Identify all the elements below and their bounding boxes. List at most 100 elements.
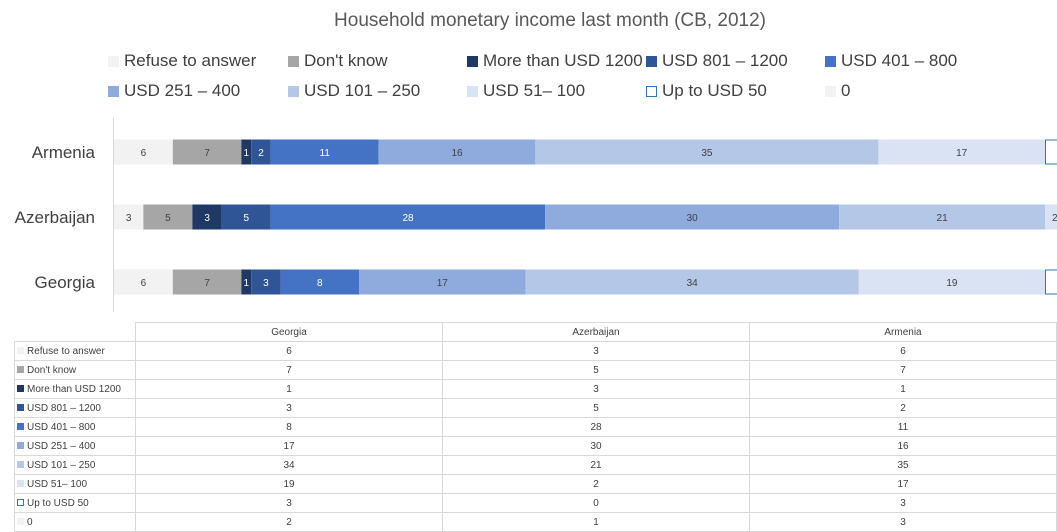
table-cell: 6 <box>136 342 443 361</box>
table-cell: 3 <box>443 380 750 399</box>
table-row-label: More than USD 1200 <box>27 384 121 395</box>
legend-key-swatch <box>17 423 24 430</box>
table-row-header: Don't know <box>15 361 136 380</box>
table-cell: 2 <box>443 475 750 494</box>
data-label-azerbaijan-more-than-usd-1200: 3 <box>204 213 210 224</box>
table-row-header: Up to USD 50 <box>15 494 136 513</box>
legend-key-swatch <box>17 499 24 506</box>
table-cell: 3 <box>443 342 750 361</box>
table-row-header: USD 251 – 400 <box>15 437 136 456</box>
table-cell: 1 <box>443 513 750 532</box>
legend-key-swatch <box>17 404 24 411</box>
data-label-georgia-don-t-know: 7 <box>204 278 210 289</box>
table-cell: 8 <box>136 418 443 437</box>
table-row-header: USD 101 – 250 <box>15 456 136 475</box>
table-cell: 30 <box>443 437 750 456</box>
table-cell: 11 <box>750 418 1057 437</box>
table-cell: 5 <box>443 361 750 380</box>
table-row-header: Refuse to answer <box>15 342 136 361</box>
data-label-armenia-usd-801-1200: 2 <box>258 148 264 159</box>
legend-key-swatch <box>17 461 24 468</box>
table-column-header-azerbaijan: Azerbaijan <box>443 323 750 342</box>
data-label-georgia-usd-251-400: 17 <box>437 278 449 289</box>
category-label-armenia: Armenia <box>32 143 96 162</box>
table-row-label: Up to USD 50 <box>27 498 89 509</box>
legend-key-swatch <box>17 518 24 525</box>
table-row-label: USD 101 – 250 <box>27 460 95 471</box>
data-label-azerbaijan-usd-251-400: 30 <box>687 213 699 224</box>
table-cell: 3 <box>750 494 1057 513</box>
table-cell: 3 <box>136 399 443 418</box>
data-label-azerbaijan-don-t-know: 5 <box>165 213 171 224</box>
data-label-armenia-usd-101-250: 35 <box>701 148 713 159</box>
data-label-georgia-usd-801-1200: 3 <box>263 278 269 289</box>
data-label-georgia-refuse-to-answer: 6 <box>141 278 147 289</box>
table-cell: 2 <box>136 513 443 532</box>
table-row-label: 0 <box>27 517 33 528</box>
table-row-header: USD 801 – 1200 <box>15 399 136 418</box>
table-cell: 17 <box>136 437 443 456</box>
data-label-armenia-usd-51-100: 17 <box>956 148 968 159</box>
legend-key-swatch <box>17 480 24 487</box>
legend-key-swatch <box>17 442 24 449</box>
data-label-armenia-usd-401-800: 11 <box>320 148 331 159</box>
category-label-georgia: Georgia <box>35 273 96 292</box>
table-cell: 6 <box>750 342 1057 361</box>
data-label-armenia-more-than-usd-1200: 1 <box>244 148 250 159</box>
table-row-header: 0 <box>15 513 136 532</box>
table-cell: 1 <box>750 380 1057 399</box>
table-cell: 0 <box>443 494 750 513</box>
table-cell: 17 <box>750 475 1057 494</box>
table-row-header: USD 51– 100 <box>15 475 136 494</box>
data-label-georgia-usd-401-800: 8 <box>317 278 323 289</box>
table-cell: 28 <box>443 418 750 437</box>
data-label-georgia-usd-101-250: 34 <box>687 278 699 289</box>
table-row-label: USD 401 – 800 <box>27 422 95 433</box>
table-cell: 21 <box>443 456 750 475</box>
table-cell: 35 <box>750 456 1057 475</box>
table-corner <box>15 323 136 342</box>
data-label-armenia-refuse-to-answer: 6 <box>141 148 147 159</box>
table-cell: 1 <box>136 380 443 399</box>
category-label-azerbaijan: Azerbaijan <box>15 208 95 227</box>
data-label-azerbaijan-usd-401-800: 28 <box>402 213 414 224</box>
table-row-header: USD 401 – 800 <box>15 418 136 437</box>
data-label-armenia-usd-251-400: 16 <box>451 148 463 159</box>
table-cell: 5 <box>443 399 750 418</box>
table-cell: 3 <box>136 494 443 513</box>
data-label-azerbaijan-usd-51-100: 2 <box>1052 213 1057 224</box>
legend-key-swatch <box>17 385 24 392</box>
table-cell: 3 <box>750 513 1057 532</box>
table-cell: 16 <box>750 437 1057 456</box>
legend-key-swatch <box>17 366 24 373</box>
table-row-label: USD 51– 100 <box>27 479 87 490</box>
data-label-azerbaijan-usd-801-1200: 5 <box>244 213 250 224</box>
table-cell: 34 <box>136 456 443 475</box>
data-label-armenia-don-t-know: 7 <box>204 148 210 159</box>
data-label-georgia-more-than-usd-1200: 1 <box>244 278 250 289</box>
table-row-label: Don't know <box>27 365 76 376</box>
bar-chart-plot: 671211163517333535283021216713817341932 … <box>0 0 1057 320</box>
data-label-georgia-usd-51-100: 19 <box>946 278 958 289</box>
table-row-header: More than USD 1200 <box>15 380 136 399</box>
legend-key-swatch <box>17 347 24 354</box>
table-row-label: Refuse to answer <box>27 346 105 357</box>
table-cell: 2 <box>750 399 1057 418</box>
bar-georgia-up-to-usd-50 <box>1046 270 1057 294</box>
table-column-header-armenia: Armenia <box>750 323 1057 342</box>
table-cell: 7 <box>136 361 443 380</box>
bar-armenia-up-to-usd-50 <box>1046 140 1057 164</box>
data-label-azerbaijan-usd-101-250: 21 <box>937 213 949 224</box>
